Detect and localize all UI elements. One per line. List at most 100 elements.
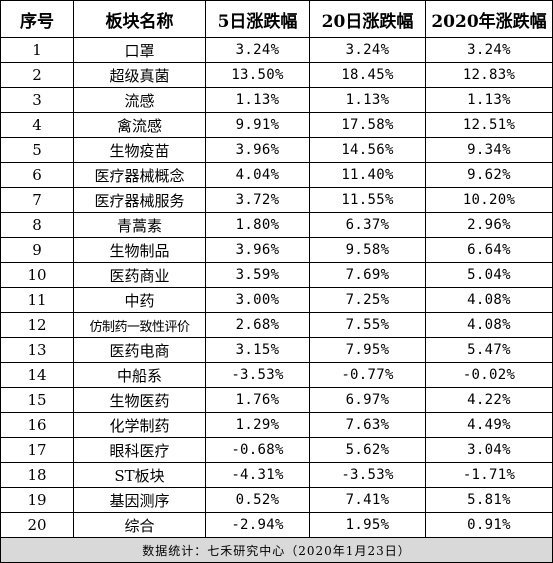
change-20day: 11.55% bbox=[309, 187, 426, 213]
row-index: 7 bbox=[0, 187, 74, 213]
table-row: 16 化学制药 1.29% 7.63% 4.49% bbox=[0, 412, 553, 438]
table-row: 4 禽流感 9.91% 17.58% 12.51% bbox=[0, 112, 553, 138]
change-20day: 6.37% bbox=[309, 212, 426, 238]
table-row: 14 中船系 -3.53% -0.77% -0.02% bbox=[0, 362, 553, 388]
table-header: 序号 板块名称 5日涨跌幅 20日涨跌幅 2020年涨跌幅 bbox=[0, 0, 553, 38]
change-5day: 4.04% bbox=[205, 162, 310, 188]
change-5day: -0.68% bbox=[205, 437, 310, 463]
sector-name: 基因测序 bbox=[73, 487, 206, 513]
change-5day: -2.94% bbox=[205, 512, 310, 538]
change-2020: 6.64% bbox=[425, 237, 553, 263]
change-5day: 3.59% bbox=[205, 262, 310, 288]
row-index: 15 bbox=[0, 387, 74, 413]
table-row: 6 医疗器械概念 4.04% 11.40% 9.62% bbox=[0, 162, 553, 188]
table-row: 8 青蒿素 1.80% 6.37% 2.96% bbox=[0, 212, 553, 238]
header-sector-name: 板块名称 bbox=[73, 0, 206, 38]
change-2020: -1.71% bbox=[425, 462, 553, 488]
table-row: 9 生物制品 3.96% 9.58% 6.64% bbox=[0, 237, 553, 263]
change-2020: 2.96% bbox=[425, 212, 553, 238]
change-5day: 3.15% bbox=[205, 337, 310, 363]
sector-name: 生物制品 bbox=[73, 237, 206, 263]
change-20day: 7.41% bbox=[309, 487, 426, 513]
row-index: 4 bbox=[0, 112, 74, 138]
header-20day-change: 20日涨跌幅 bbox=[309, 0, 426, 38]
change-5day: 3.96% bbox=[205, 137, 310, 163]
change-2020: 4.22% bbox=[425, 387, 553, 413]
table-row: 17 眼科医疗 -0.68% 5.62% 3.04% bbox=[0, 437, 553, 463]
change-5day: 1.76% bbox=[205, 387, 310, 413]
footer-row: 数据统计：七禾研究中心（2020年1月23日） bbox=[0, 537, 553, 563]
sector-name: 超级真菌 bbox=[73, 62, 206, 88]
table-row: 20 综合 -2.94% 1.95% 0.91% bbox=[0, 512, 553, 538]
change-2020: 5.81% bbox=[425, 487, 553, 513]
change-2020: 3.04% bbox=[425, 437, 553, 463]
row-index: 17 bbox=[0, 437, 74, 463]
row-index: 8 bbox=[0, 212, 74, 238]
header-row: 序号 板块名称 5日涨跌幅 20日涨跌幅 2020年涨跌幅 bbox=[0, 0, 553, 38]
change-2020: 1.13% bbox=[425, 87, 553, 113]
change-2020: 9.34% bbox=[425, 137, 553, 163]
row-index: 11 bbox=[0, 287, 74, 313]
row-index: 12 bbox=[0, 312, 74, 338]
change-5day: 3.72% bbox=[205, 187, 310, 213]
header-index: 序号 bbox=[0, 0, 74, 38]
change-2020: 4.08% bbox=[425, 287, 553, 313]
table-row: 10 医药商业 3.59% 7.69% 5.04% bbox=[0, 262, 553, 288]
sector-name: 仿制药一致性评价 bbox=[73, 312, 206, 338]
sector-name: 化学制药 bbox=[73, 412, 206, 438]
change-5day: 0.52% bbox=[205, 487, 310, 513]
row-index: 19 bbox=[0, 487, 74, 513]
sector-name: 禽流感 bbox=[73, 112, 206, 138]
change-20day: -0.77% bbox=[309, 362, 426, 388]
change-20day: 17.58% bbox=[309, 112, 426, 138]
change-20day: 5.62% bbox=[309, 437, 426, 463]
sector-name: 口罩 bbox=[73, 37, 206, 63]
row-index: 14 bbox=[0, 362, 74, 388]
change-20day: 18.45% bbox=[309, 62, 426, 88]
table-row: 19 基因测序 0.52% 7.41% 5.81% bbox=[0, 487, 553, 513]
change-5day: 1.13% bbox=[205, 87, 310, 113]
sector-name: 生物医药 bbox=[73, 387, 206, 413]
change-5day: 13.50% bbox=[205, 62, 310, 88]
change-20day: -3.53% bbox=[309, 462, 426, 488]
sector-name: 医药电商 bbox=[73, 337, 206, 363]
change-2020: 0.91% bbox=[425, 512, 553, 538]
row-index: 13 bbox=[0, 337, 74, 363]
change-2020: 5.47% bbox=[425, 337, 553, 363]
row-index: 18 bbox=[0, 462, 74, 488]
change-2020: 4.08% bbox=[425, 312, 553, 338]
change-5day: 1.29% bbox=[205, 412, 310, 438]
table-row: 13 医药电商 3.15% 7.95% 5.47% bbox=[0, 337, 553, 363]
change-2020: 9.62% bbox=[425, 162, 553, 188]
data-source-note: 数据统计：七禾研究中心（2020年1月23日） bbox=[0, 537, 553, 563]
change-2020: -0.02% bbox=[425, 362, 553, 388]
change-5day: -3.53% bbox=[205, 362, 310, 388]
row-index: 5 bbox=[0, 137, 74, 163]
table-footer: 数据统计：七禾研究中心（2020年1月23日） bbox=[0, 537, 553, 563]
change-5day: 2.68% bbox=[205, 312, 310, 338]
sector-name: 眼科医疗 bbox=[73, 437, 206, 463]
table-row: 5 生物疫苗 3.96% 14.56% 9.34% bbox=[0, 137, 553, 163]
change-20day: 7.55% bbox=[309, 312, 426, 338]
sector-name: 中船系 bbox=[73, 362, 206, 388]
change-5day: 3.00% bbox=[205, 287, 310, 313]
sector-name: 中药 bbox=[73, 287, 206, 313]
header-5day-change: 5日涨跌幅 bbox=[205, 0, 310, 38]
row-index: 2 bbox=[0, 62, 74, 88]
table-row: 1 口罩 3.24% 3.24% 3.24% bbox=[0, 37, 553, 63]
sector-name: ST板块 bbox=[73, 462, 206, 488]
table-row: 3 流感 1.13% 1.13% 1.13% bbox=[0, 87, 553, 113]
change-2020: 3.24% bbox=[425, 37, 553, 63]
table-row: 11 中药 3.00% 7.25% 4.08% bbox=[0, 287, 553, 313]
change-20day: 11.40% bbox=[309, 162, 426, 188]
sector-name: 综合 bbox=[73, 512, 206, 538]
change-5day: -4.31% bbox=[205, 462, 310, 488]
sector-name: 生物疫苗 bbox=[73, 137, 206, 163]
table-row: 12 仿制药一致性评价 2.68% 7.55% 4.08% bbox=[0, 312, 553, 338]
sector-name: 医疗器械服务 bbox=[73, 187, 206, 213]
row-index: 10 bbox=[0, 262, 74, 288]
sector-name: 流感 bbox=[73, 87, 206, 113]
change-20day: 7.95% bbox=[309, 337, 426, 363]
row-index: 6 bbox=[0, 162, 74, 188]
